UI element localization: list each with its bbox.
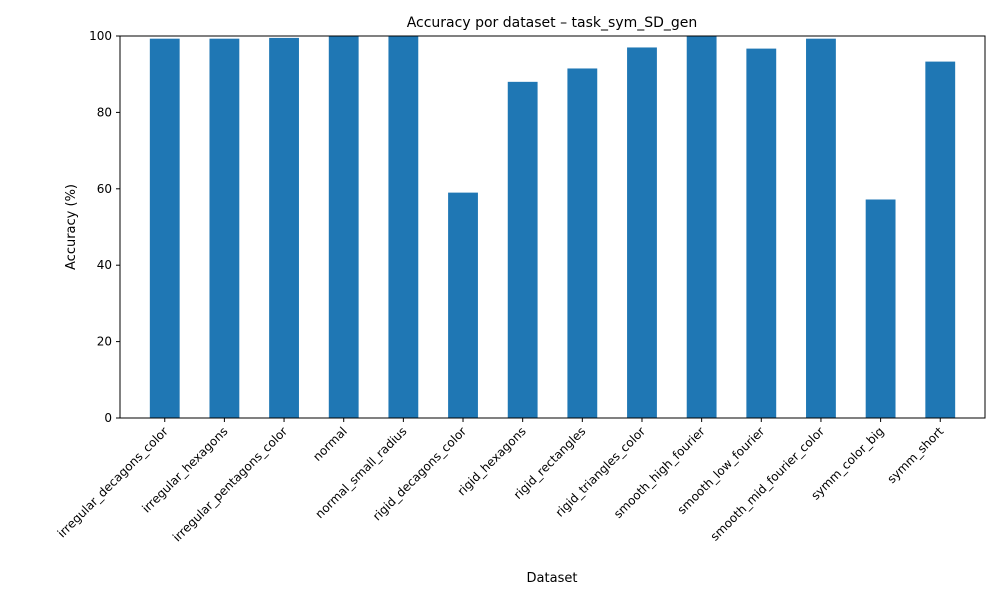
y-tick-label: 80 [97,105,112,119]
chart-title: Accuracy por dataset – task_sym_SD_gen [407,15,698,31]
y-tick-label: 60 [97,182,112,196]
bar-rigid-decagons-color [448,192,478,418]
y-axis-title: Accuracy (%) [64,184,79,270]
y-tick-label: 100 [89,29,112,43]
bar-smooth-low-fourier [746,48,777,419]
bar-irregular-hexagons [209,38,240,418]
bars-group [149,36,956,419]
y-tick-label: 0 [104,411,112,425]
bar-rigid-triangles-color [627,47,657,419]
bar-smooth-high-fourier [686,36,717,418]
plot-frame [119,35,986,419]
y-tick-label: 20 [97,335,112,349]
bar-irregular-decagons-color [149,38,180,418]
bar-normal [328,36,359,418]
bar-smooth-mid-fourier-color [806,38,836,418]
y-tick-label: 40 [97,258,112,272]
bar-normal-small-radius [388,36,419,418]
bar-symm-color-big [865,199,896,418]
bar-irregular-pentagons-color [269,37,299,418]
bar-rigid-hexagons [507,81,538,418]
x-axis-title: Dataset [527,571,578,586]
bar-rigid-rectangles [567,68,598,418]
y-axis: 0 20 40 60 80 100 [89,29,120,425]
bar-symm-short [925,61,956,419]
